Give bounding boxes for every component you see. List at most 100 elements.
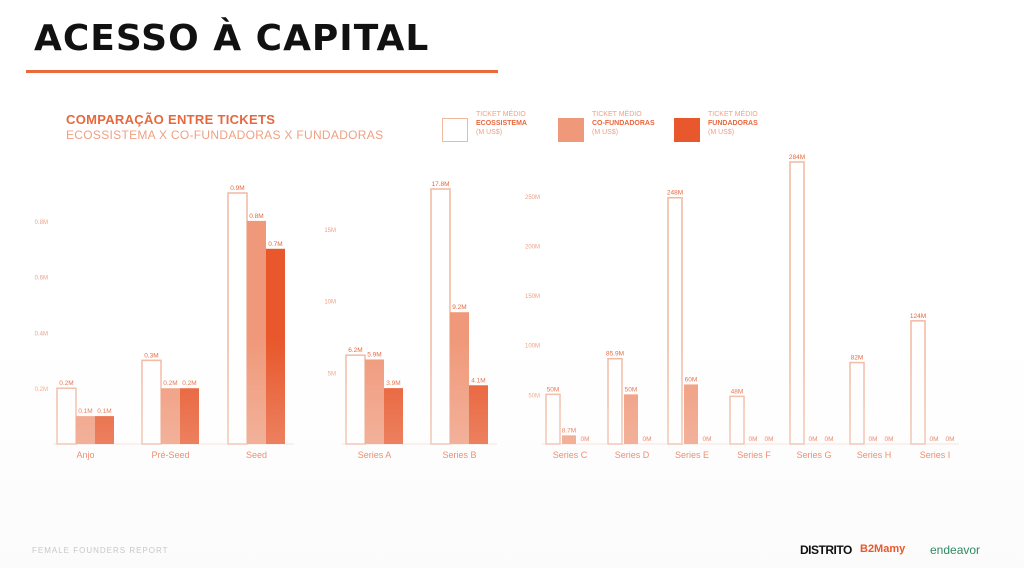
y-tick-label: 200M: [525, 244, 540, 250]
legend-line1: TICKET MÉDIO: [592, 111, 642, 118]
bar: [545, 393, 561, 445]
legend-swatch-outline: [442, 118, 468, 142]
data-label: 0.9M: [230, 185, 244, 192]
bar: [141, 359, 162, 445]
bar: [365, 359, 384, 444]
x-tick-label: Series D: [615, 450, 650, 460]
bar: [180, 388, 199, 444]
bar: [345, 354, 366, 445]
legend-line2: ECOSSISTEMA: [476, 120, 527, 127]
bar: [76, 416, 95, 444]
data-label: 0M: [748, 436, 757, 443]
data-label: 0.1M: [97, 408, 111, 415]
y-tick-label: 0.4M: [35, 331, 48, 337]
bar: [667, 196, 683, 445]
data-label: 0.2M: [182, 380, 196, 387]
data-label: 0M: [808, 436, 817, 443]
legend-line1: TICKET MÉDIO: [708, 111, 758, 118]
x-tick-label: Series F: [737, 450, 771, 460]
data-label: 284M: [789, 154, 805, 161]
data-label: 50M: [547, 386, 560, 393]
data-label: 0M: [884, 436, 893, 443]
legend-swatch-dark: [674, 118, 700, 142]
data-label: 0M: [580, 436, 589, 443]
bar: [624, 394, 638, 444]
bar: [161, 388, 180, 444]
bar: [469, 385, 488, 444]
bar: [607, 357, 623, 445]
x-tick-label: Seed: [246, 450, 267, 460]
data-label: 6.2M: [348, 347, 362, 354]
legend-swatch-light: [558, 118, 584, 142]
y-tick-label: 150M: [525, 294, 540, 300]
data-label: 60M: [685, 376, 698, 383]
data-label: 124M: [910, 313, 926, 320]
x-tick-label: Series C: [553, 450, 588, 460]
legend-fundadoras: TICKET MÉDIO FUNDADORAS (M US$): [674, 111, 758, 142]
y-tick-label: 250M: [525, 195, 540, 201]
bar: [384, 388, 403, 444]
data-label: 82M: [851, 355, 864, 362]
bar: [910, 320, 926, 445]
y-tick-label: 100M: [525, 344, 540, 350]
legend-line3: (M US$): [708, 129, 735, 136]
data-label: 0.1M: [78, 408, 92, 415]
data-label: 3.9M: [386, 380, 400, 387]
y-tick-label: 15M: [324, 228, 336, 234]
bar: [789, 161, 805, 445]
data-label: 17.8M: [431, 181, 449, 188]
data-label: 48M: [731, 388, 744, 395]
bar: [266, 248, 285, 444]
x-tick-label: Series E: [675, 450, 709, 460]
y-tick-label: 0.8M: [35, 220, 48, 226]
chart-subtitle: COMPARAÇÃO ENTRE TICKETS: [66, 112, 276, 127]
title-underline: [26, 70, 498, 73]
bar: [95, 416, 114, 444]
b2mamy-logo: B2Mamy: [860, 543, 906, 555]
bar: [247, 220, 266, 444]
bar: [227, 192, 248, 445]
y-tick-label: 0.6M: [35, 276, 48, 282]
data-label: 8.7M: [562, 427, 576, 434]
bar: [729, 395, 745, 445]
endeavor-logo: endeavor: [930, 543, 981, 557]
x-tick-label: Series G: [796, 450, 831, 460]
data-label: 0.3M: [144, 352, 158, 359]
legend-line3: (M US$): [476, 129, 503, 136]
legend-line2: CO-FUNDADORAS: [592, 120, 655, 127]
legend-line3: (M US$): [592, 129, 619, 136]
data-label: 0M: [945, 436, 954, 443]
legend-ecossistema: TICKET MÉDIO ECOSSISTEMA (M US$): [442, 111, 527, 142]
y-tick-label: 50M: [528, 393, 540, 399]
x-tick-label: Series B: [442, 450, 476, 460]
data-label: 0.2M: [59, 380, 73, 387]
data-label: 85.9M: [606, 351, 624, 358]
x-tick-label: Series A: [358, 450, 392, 460]
data-label: 248M: [667, 190, 683, 197]
data-label: 0M: [868, 436, 877, 443]
x-tick-label: Series H: [857, 450, 892, 460]
bar: [450, 312, 469, 444]
page-title: ACESSO À CAPITAL: [34, 18, 430, 59]
data-label: 0M: [764, 436, 773, 443]
data-label: 0M: [642, 436, 651, 443]
data-label: 0M: [929, 436, 938, 443]
data-label: 5.9M: [367, 351, 381, 358]
data-label: 9.2M: [452, 304, 466, 311]
distrito-logo: DISTRITO: [800, 543, 852, 557]
data-label: 50M: [625, 386, 638, 393]
bar: [56, 387, 77, 445]
legend-co-fundadoras: TICKET MÉDIO CO-FUNDADORAS (M US$): [558, 111, 655, 142]
x-tick-label: Pré-Seed: [151, 450, 189, 460]
bar: [430, 188, 451, 445]
data-label: 0M: [702, 436, 711, 443]
data-label: 0M: [824, 436, 833, 443]
data-label: 0.8M: [249, 213, 263, 220]
bar: [684, 384, 698, 444]
data-label: 4.1M: [471, 377, 485, 384]
bar: [562, 435, 576, 444]
y-tick-label: 5M: [328, 371, 336, 377]
legend-line2: FUNDADORAS: [708, 120, 758, 127]
data-label: 0.7M: [268, 241, 282, 248]
